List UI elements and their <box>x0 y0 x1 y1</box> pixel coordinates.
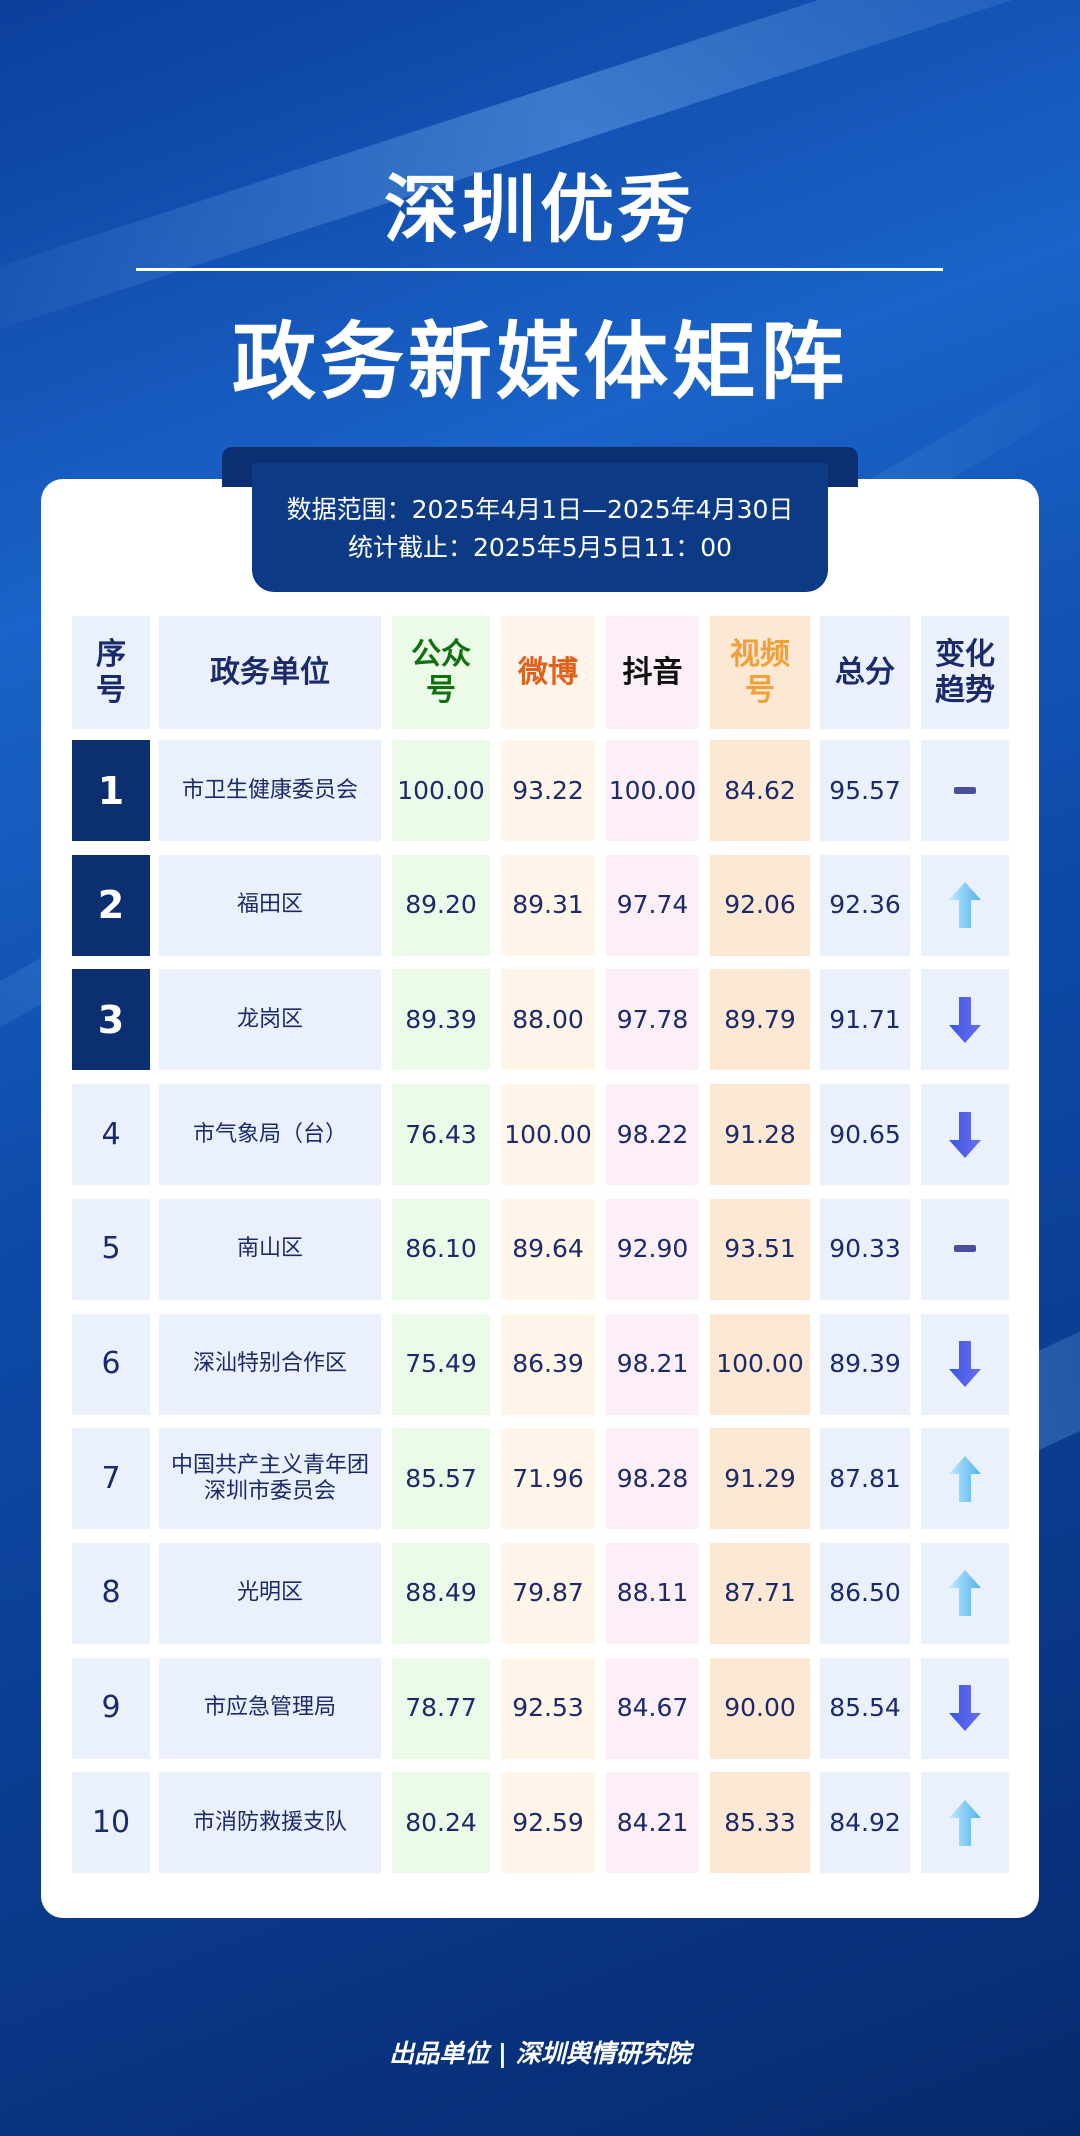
unit-name: 深汕特别合作区 <box>159 1313 381 1415</box>
score: 84.21 <box>606 1772 699 1874</box>
trend-icon <box>921 854 1009 956</box>
score: 86.10 <box>392 1198 490 1300</box>
score: 92.06 <box>710 854 810 956</box>
column-header: 政务单位 <box>159 616 381 729</box>
rank: 10 <box>72 1772 150 1874</box>
trend-icon <box>921 1772 1009 1874</box>
trend-icon <box>921 969 1009 1071</box>
tab <box>252 463 828 592</box>
trend-icon <box>921 1657 1009 1759</box>
rank: 5 <box>72 1198 150 1300</box>
score: 89.20 <box>392 854 490 956</box>
subtitle: 政务新媒体矩阵 <box>231 313 848 411</box>
unit-name: 市消防救援支队 <box>159 1772 381 1874</box>
score: 91.28 <box>710 1084 810 1186</box>
score: 80.24 <box>392 1772 490 1874</box>
score: 79.87 <box>501 1542 595 1644</box>
score: 90.00 <box>710 1657 810 1759</box>
score: 92.59 <box>501 1772 595 1874</box>
trend-icon <box>921 1198 1009 1300</box>
score: 92.36 <box>820 854 910 956</box>
score: 84.67 <box>606 1657 699 1759</box>
column-header: 公众号 <box>392 616 490 729</box>
score: 93.51 <box>710 1198 810 1300</box>
score: 98.21 <box>606 1313 699 1415</box>
unit-name: 中国共产主义青年团深圳市委员会 <box>159 1428 381 1530</box>
column-header: 抖音 <box>606 616 699 729</box>
trend-icon <box>921 740 1009 841</box>
unit-name: 市气象局（台） <box>159 1084 381 1186</box>
score: 84.92 <box>820 1772 910 1874</box>
column-header: 总分 <box>820 616 910 729</box>
column-header: 微博 <box>501 616 595 729</box>
rank: 8 <box>72 1542 150 1644</box>
score: 91.29 <box>710 1428 810 1530</box>
trend-icon <box>921 1313 1009 1415</box>
column-header: 视频号 <box>710 616 810 729</box>
score: 88.49 <box>392 1542 490 1644</box>
score: 89.31 <box>501 854 595 956</box>
unit-name: 市应急管理局 <box>159 1657 381 1759</box>
score: 92.90 <box>606 1198 699 1300</box>
divider <box>136 268 943 271</box>
score: 87.81 <box>820 1428 910 1530</box>
score: 85.54 <box>820 1657 910 1759</box>
score: 89.79 <box>710 969 810 1071</box>
score: 86.39 <box>501 1313 595 1415</box>
score: 100.00 <box>392 740 490 841</box>
date-range: 数据范围：2025年4月1日—2025年4月30日 <box>286 495 794 524</box>
score: 89.39 <box>392 969 490 1071</box>
score: 90.33 <box>820 1198 910 1300</box>
score: 84.62 <box>710 740 810 841</box>
score: 97.74 <box>606 854 699 956</box>
footer: 出品单位 | 深圳舆情研究院 <box>389 2039 691 2068</box>
score: 85.57 <box>392 1428 490 1530</box>
unit-name: 市卫生健康委员会 <box>159 740 381 841</box>
rank: 6 <box>72 1313 150 1415</box>
score: 98.28 <box>606 1428 699 1530</box>
score: 88.00 <box>501 969 595 1071</box>
rank: 4 <box>72 1084 150 1186</box>
score: 100.00 <box>710 1313 810 1415</box>
score: 90.65 <box>820 1084 910 1186</box>
score: 98.22 <box>606 1084 699 1186</box>
score: 100.00 <box>606 740 699 841</box>
column-header: 变化趋势 <box>921 616 1009 729</box>
rank: 3 <box>72 969 150 1071</box>
score: 75.49 <box>392 1313 490 1415</box>
trend-icon <box>921 1428 1009 1530</box>
score: 89.64 <box>501 1198 595 1300</box>
score: 95.57 <box>820 740 910 841</box>
rank: 9 <box>72 1657 150 1759</box>
score: 85.33 <box>710 1772 810 1874</box>
score: 91.71 <box>820 969 910 1071</box>
score: 93.22 <box>501 740 595 841</box>
score: 92.53 <box>501 1657 595 1759</box>
score: 89.39 <box>820 1313 910 1415</box>
unit-name: 光明区 <box>159 1542 381 1644</box>
score: 71.96 <box>501 1428 595 1530</box>
score: 88.11 <box>606 1542 699 1644</box>
title: 深圳优秀 <box>384 167 696 253</box>
rank: 1 <box>72 740 150 841</box>
score: 100.00 <box>501 1084 595 1186</box>
cutoff: 统计截止：2025年5月5日11：00 <box>347 533 733 562</box>
score: 86.50 <box>820 1542 910 1644</box>
score: 76.43 <box>392 1084 490 1186</box>
score: 78.77 <box>392 1657 490 1759</box>
score: 97.78 <box>606 969 699 1071</box>
column-header: 序号 <box>72 616 150 729</box>
trend-icon <box>921 1084 1009 1186</box>
rank: 7 <box>72 1428 150 1530</box>
rank: 2 <box>72 854 150 956</box>
trend-icon <box>921 1542 1009 1644</box>
unit-name: 福田区 <box>159 854 381 956</box>
score: 87.71 <box>710 1542 810 1644</box>
unit-name: 南山区 <box>159 1198 381 1300</box>
unit-name: 龙岗区 <box>159 969 381 1071</box>
